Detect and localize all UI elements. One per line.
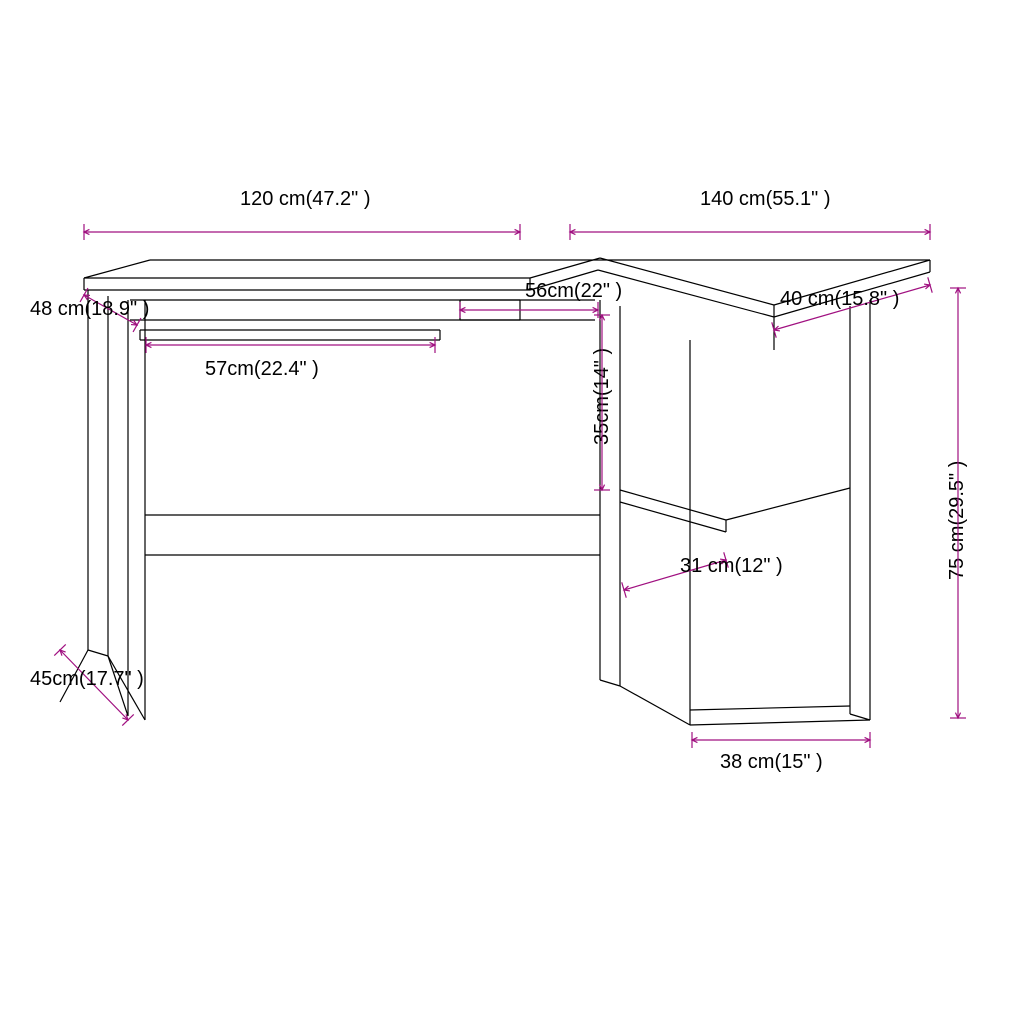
dimension-label: 40 cm(15.8" ) [780, 288, 899, 310]
dimension-label: 140 cm(55.1" ) [700, 188, 831, 210]
dimension-label: 48 cm(18.9" ) [30, 298, 149, 320]
dimension-label: 75 cm(29.5" ) [946, 461, 968, 580]
dimension-label: 57cm(22.4" ) [205, 358, 319, 380]
dimension-label: 56cm(22" ) [525, 280, 622, 302]
dimension-label: 38 cm(15" ) [720, 751, 823, 773]
dimension-label: 45cm(17.7" ) [30, 668, 144, 690]
desk-outline [60, 258, 930, 725]
dimension-label: 31 cm(12" ) [680, 555, 783, 577]
dimension-label: 120 cm(47.2" ) [240, 188, 371, 210]
dimension-annotations: 120 cm(47.2" ) 140 cm(55.1" ) 40 cm(15.8" … [30, 188, 968, 773]
